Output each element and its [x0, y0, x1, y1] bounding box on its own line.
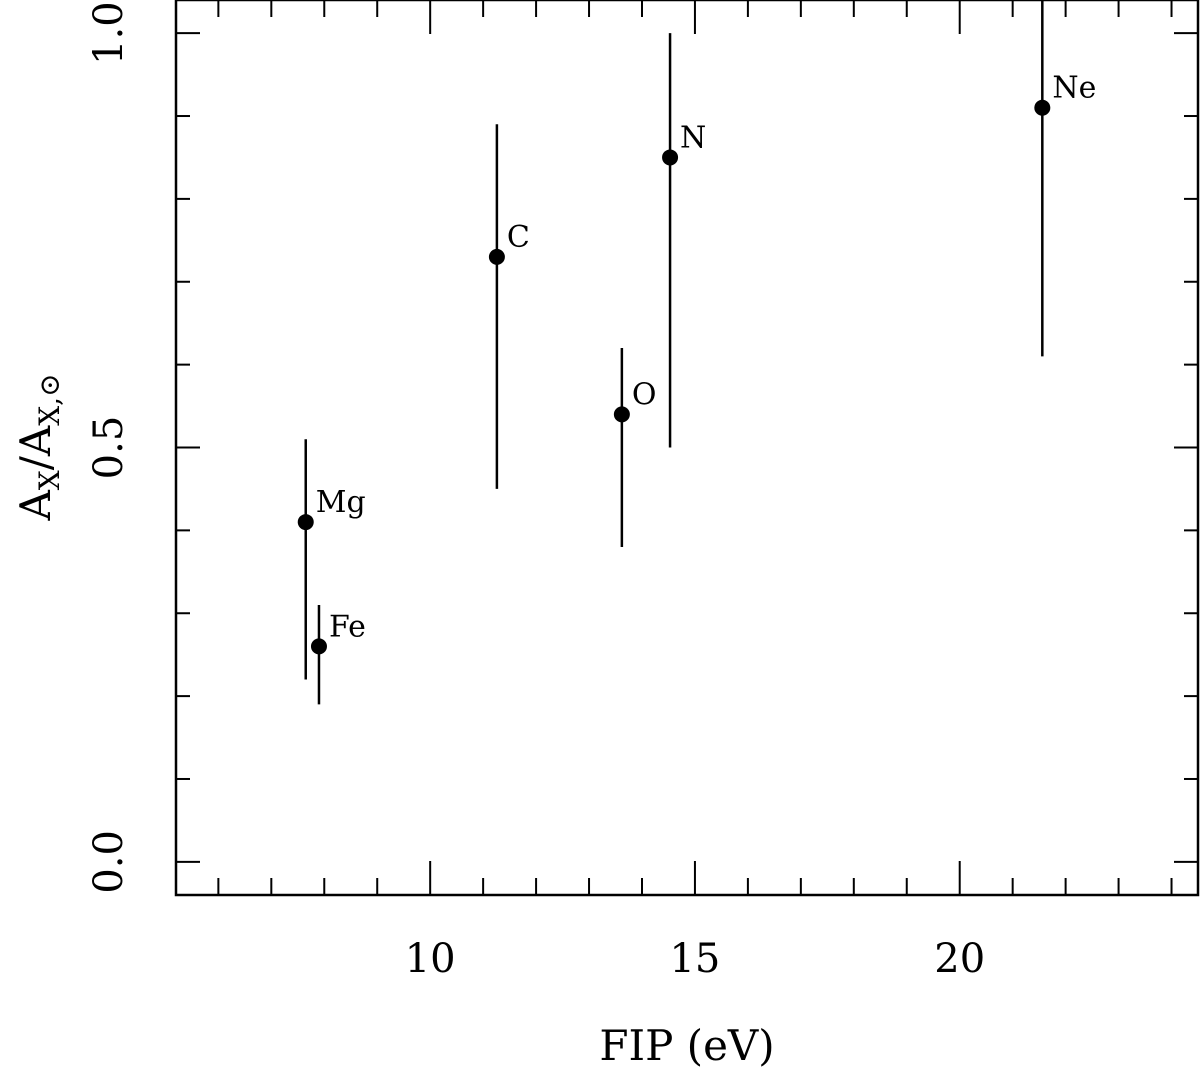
point-label: Fe [329, 609, 366, 644]
data-points [297, 99, 1051, 655]
point-label: Mg [316, 485, 366, 520]
data-point [613, 406, 630, 423]
y-axis-label: AX/AX,⊙ [11, 373, 66, 521]
x-tick-labels: 10 15 20 [405, 936, 985, 982]
error-bars [304, 0, 1044, 705]
data-point [297, 514, 314, 531]
data-point [488, 248, 505, 265]
data-point [310, 638, 327, 655]
y-tick-label: 1.0 [86, 1, 132, 65]
data-point [1034, 99, 1051, 116]
x-axis-label: FIP (eV) [599, 1021, 774, 1069]
point-label: C [507, 220, 530, 255]
y-tick-labels: 0.0 0.5 1.0 [86, 1, 132, 893]
axis-ticks [176, 0, 1198, 895]
x-tick-label: 15 [669, 936, 720, 982]
point-label: O [632, 377, 657, 412]
x-tick-label: 20 [934, 936, 985, 982]
data-point [662, 149, 679, 166]
y-tick-label: 0.0 [86, 830, 132, 894]
x-tick-label: 10 [405, 936, 456, 982]
point-label: Ne [1052, 71, 1096, 106]
point-label: N [680, 120, 706, 155]
y-tick-label: 0.5 [86, 416, 132, 480]
point-labels: Mg Fe C O N Ne [316, 71, 1097, 645]
